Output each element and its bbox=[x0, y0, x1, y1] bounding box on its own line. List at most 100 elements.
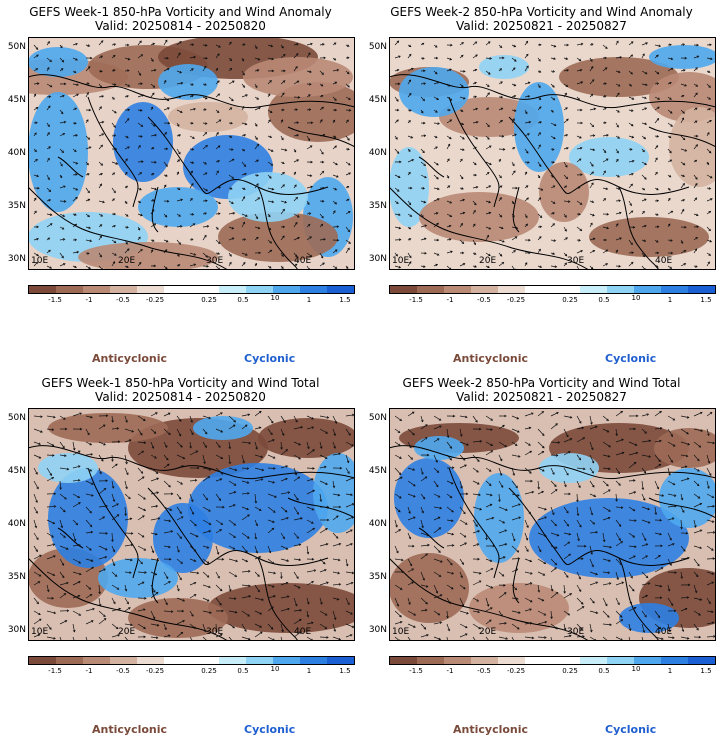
wind-arrow bbox=[85, 453, 93, 456]
wind-arrow-head bbox=[694, 525, 697, 528]
wind-arrow bbox=[306, 478, 314, 482]
wind-arrow-head bbox=[590, 66, 594, 69]
wind-arrow-head bbox=[459, 434, 463, 437]
wind-arrow-head bbox=[539, 106, 542, 109]
wind-arrow bbox=[241, 213, 248, 217]
wind-arrow-head bbox=[566, 69, 570, 72]
wind-arrow bbox=[345, 597, 350, 605]
wind-arrow-head bbox=[710, 57, 713, 61]
wind-arrow bbox=[319, 134, 325, 137]
wind-arrow-head bbox=[219, 478, 223, 481]
wind-arrow-head bbox=[608, 559, 611, 562]
wind-arrow-head bbox=[618, 264, 621, 268]
wind-arrow bbox=[693, 558, 700, 567]
wind-arrow bbox=[602, 467, 611, 470]
wind-arrow-head bbox=[193, 581, 197, 585]
wind-arrow-head bbox=[667, 588, 671, 592]
colorbar-swatch bbox=[417, 286, 445, 293]
wind-arrow-head bbox=[255, 523, 259, 527]
wind-arrow-head bbox=[504, 414, 507, 418]
wind-arrow-head bbox=[423, 163, 427, 167]
wind-arrow-head bbox=[658, 555, 661, 558]
wind-arrow bbox=[680, 135, 686, 140]
wind-arrow-head bbox=[409, 109, 412, 112]
wind-arrow-head bbox=[400, 476, 403, 480]
wind-arrow-head bbox=[295, 65, 298, 69]
wind-arrow bbox=[345, 247, 350, 254]
wind-arrow-head bbox=[396, 189, 400, 192]
wind-arrow-head bbox=[216, 131, 219, 135]
wind-arrow-head bbox=[114, 574, 118, 577]
wind-arrow-head bbox=[607, 571, 611, 575]
wind-arrow-head bbox=[408, 171, 411, 175]
wind-arrow bbox=[693, 493, 701, 499]
wind-arrow-head bbox=[168, 581, 171, 584]
coastline bbox=[418, 527, 445, 549]
latitude-label: 30N bbox=[7, 254, 26, 264]
wind-arrow-head bbox=[565, 57, 569, 60]
wind-arrow-head bbox=[411, 581, 414, 584]
wind-arrow-head bbox=[538, 85, 541, 89]
wind-arrow-head bbox=[294, 184, 297, 187]
wind-arrow bbox=[85, 558, 93, 562]
wind-arrow-head bbox=[177, 550, 180, 553]
wind-arrow bbox=[563, 553, 571, 560]
wind-arrow bbox=[215, 493, 221, 501]
wind-arrow bbox=[394, 174, 401, 178]
cyclonic-area bbox=[158, 64, 218, 100]
wind-arrow bbox=[472, 506, 482, 510]
wind-arrow-head bbox=[49, 223, 53, 226]
wind-arrow bbox=[433, 594, 443, 599]
wind-arrow-head bbox=[694, 265, 698, 268]
wind-arrow-head bbox=[425, 601, 428, 605]
wind-arrow bbox=[680, 161, 686, 166]
wind-arrow-head bbox=[125, 214, 129, 217]
wind-arrow bbox=[680, 263, 686, 267]
wind-arrow-head bbox=[398, 238, 402, 241]
wind-arrow-head bbox=[177, 187, 181, 191]
wind-arrow bbox=[72, 571, 82, 575]
coastline bbox=[512, 557, 520, 604]
wind-arrow-head bbox=[285, 477, 288, 481]
wind-arrow-head bbox=[298, 543, 302, 547]
wind-arrow bbox=[176, 213, 181, 217]
wind-arrow-head bbox=[218, 186, 222, 189]
wind-arrow-head bbox=[215, 67, 218, 71]
wind-arrow-head bbox=[541, 411, 545, 414]
wind-arrow bbox=[602, 415, 609, 421]
wind-arrow-head bbox=[140, 124, 144, 127]
wind-arrow bbox=[706, 57, 713, 60]
wind-arrow bbox=[446, 225, 452, 228]
colorbar-label: 0.5 bbox=[598, 296, 610, 304]
wind-arrow-head bbox=[52, 454, 55, 457]
wind-arrow bbox=[33, 493, 38, 503]
wind-arrow bbox=[254, 135, 258, 140]
wind-arrow bbox=[511, 623, 520, 630]
wind-arrow-head bbox=[232, 211, 236, 215]
wind-arrow-head bbox=[116, 587, 120, 590]
wind-arrow-head bbox=[697, 458, 700, 462]
wind-arrow bbox=[46, 223, 53, 228]
wind-arrow bbox=[98, 40, 104, 46]
wind-arrow-head bbox=[150, 249, 154, 252]
wind-arrow bbox=[293, 619, 302, 625]
wind-arrow bbox=[511, 584, 517, 591]
wind-arrow-head bbox=[686, 636, 690, 640]
wind-arrow-head bbox=[528, 511, 532, 515]
colorbar-swatch bbox=[137, 286, 165, 293]
wind-arrow-head bbox=[604, 238, 607, 242]
wind-arrow bbox=[254, 411, 262, 417]
wind-arrow bbox=[511, 441, 518, 446]
wind-arrow-head bbox=[631, 251, 634, 254]
wind-arrow-head bbox=[436, 253, 440, 256]
wind-arrow bbox=[537, 506, 547, 510]
wind-arrow bbox=[293, 197, 298, 202]
wind-arrow-head bbox=[33, 93, 37, 97]
wind-arrow-head bbox=[100, 144, 103, 148]
wind-arrow-head bbox=[34, 525, 38, 529]
wind-arrow-head bbox=[124, 201, 128, 205]
wind-arrow bbox=[446, 57, 452, 60]
wind-arrow bbox=[241, 173, 247, 176]
wind-arrow bbox=[563, 584, 566, 594]
wind-arrow bbox=[111, 558, 115, 566]
